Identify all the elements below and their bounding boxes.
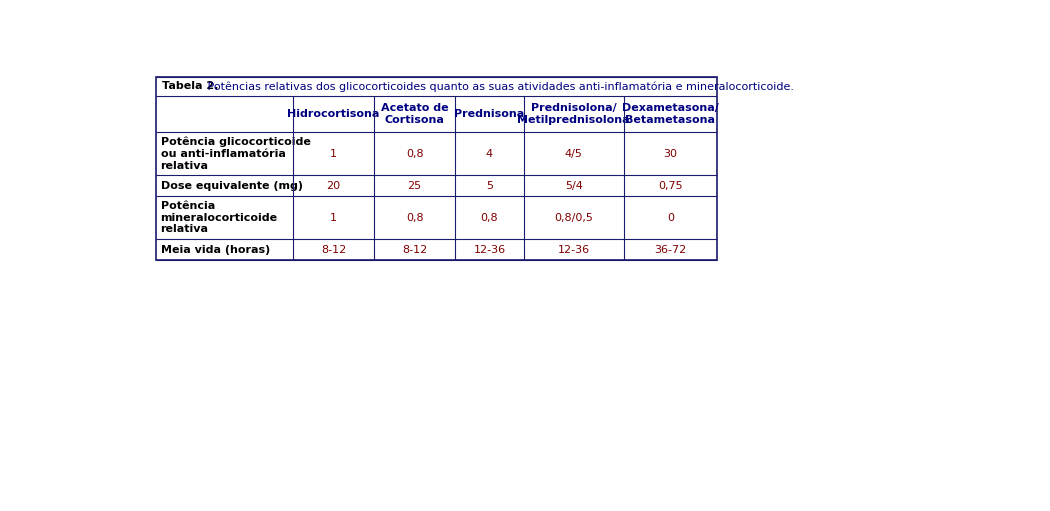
Text: 36-72: 36-72	[654, 245, 687, 254]
Text: 25: 25	[407, 180, 422, 191]
Text: Tabela 2.: Tabela 2.	[162, 81, 218, 91]
Text: 0,75: 0,75	[658, 180, 682, 191]
Text: Dexametasona/
Betametasona: Dexametasona/ Betametasona	[622, 103, 719, 125]
Text: Potência glicocorticoide
ou anti-inflamatória
relativa: Potência glicocorticoide ou anti-inflama…	[161, 137, 311, 171]
Text: 1: 1	[330, 149, 337, 159]
Text: Hidrocortisona: Hidrocortisona	[288, 109, 380, 119]
Text: 4: 4	[486, 149, 494, 159]
Text: 5: 5	[486, 180, 492, 191]
Text: Potências relativas dos glicocorticoides quanto as suas atividades anti-inflamat: Potências relativas dos glicocorticoides…	[205, 81, 795, 91]
Text: 4/5: 4/5	[565, 149, 583, 159]
Text: 0,8: 0,8	[405, 213, 423, 223]
Text: 5/4: 5/4	[565, 180, 583, 191]
Text: Potência
mineralocorticoide
relativa: Potência mineralocorticoide relativa	[161, 201, 277, 234]
Text: 12-36: 12-36	[558, 245, 590, 254]
Text: 8-12: 8-12	[321, 245, 347, 254]
Text: 0: 0	[667, 213, 674, 223]
Text: Meia vida (horas): Meia vida (horas)	[161, 245, 270, 254]
Text: 8-12: 8-12	[402, 245, 427, 254]
Text: Dose equivalente (mg): Dose equivalente (mg)	[161, 180, 302, 191]
Text: Acetato de
Cortisona: Acetato de Cortisona	[381, 103, 448, 125]
Text: 30: 30	[664, 149, 677, 159]
Text: 0,8: 0,8	[481, 213, 499, 223]
Text: Prednisolona/
Metilprednisolona: Prednisolona/ Metilprednisolona	[518, 103, 630, 125]
Text: 12-36: 12-36	[474, 245, 505, 254]
Text: 20: 20	[327, 180, 340, 191]
Text: Prednisona: Prednisona	[455, 109, 525, 119]
Text: 1: 1	[330, 213, 337, 223]
Text: 0,8/0,5: 0,8/0,5	[554, 213, 593, 223]
Text: 0,8: 0,8	[405, 149, 423, 159]
